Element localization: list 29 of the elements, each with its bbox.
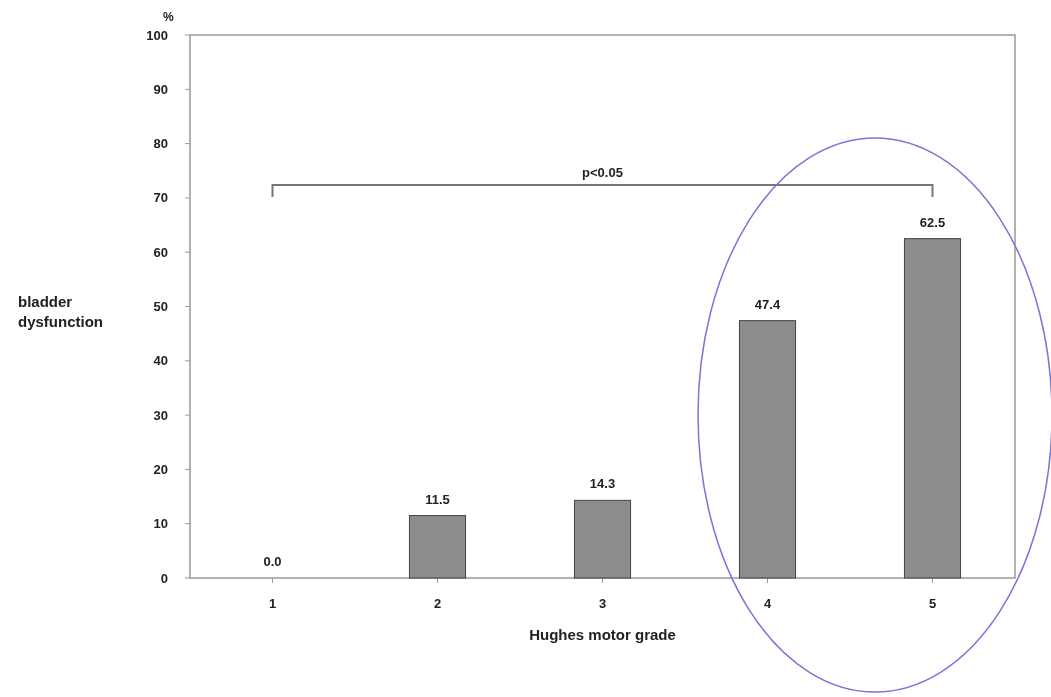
data-label: 47.4 xyxy=(754,296,781,312)
x-tick-label: 4 xyxy=(763,596,772,611)
x-tick-label: 3 xyxy=(598,596,607,611)
bar xyxy=(573,499,632,579)
y-tick-label: 100 xyxy=(146,27,168,43)
x-tick-label: 2 xyxy=(433,596,442,611)
text: % xyxy=(163,10,174,24)
x-axis-title: Hughes motor grade xyxy=(529,626,676,643)
y-tick-label: 80 xyxy=(153,136,168,152)
x-tick-label: 1 xyxy=(268,596,277,611)
y-tick-label: 20 xyxy=(153,461,168,477)
y-tick-label: 30 xyxy=(153,407,168,423)
x-tick-label: 5 xyxy=(928,596,937,611)
y-tick-label: 50 xyxy=(153,299,168,315)
y-tick-label: 0 xyxy=(160,570,168,586)
data-label: 14.3 xyxy=(589,476,616,492)
bar xyxy=(738,320,797,579)
bar xyxy=(903,238,962,579)
y-tick-label: 10 xyxy=(153,516,168,532)
y-tick-label: 70 xyxy=(153,190,168,206)
y-axis-title: bladder dysfunction xyxy=(18,292,103,330)
bar xyxy=(408,515,467,579)
y-tick-label: 60 xyxy=(153,244,168,260)
data-label: 0.0 xyxy=(263,554,282,569)
y-tick-label: 40 xyxy=(153,353,168,369)
data-label: 11.5 xyxy=(425,491,450,507)
annotation: p<0.05 xyxy=(582,165,623,180)
data-label: 62.5 xyxy=(919,214,946,230)
y-tick-label: 90 xyxy=(153,81,168,97)
